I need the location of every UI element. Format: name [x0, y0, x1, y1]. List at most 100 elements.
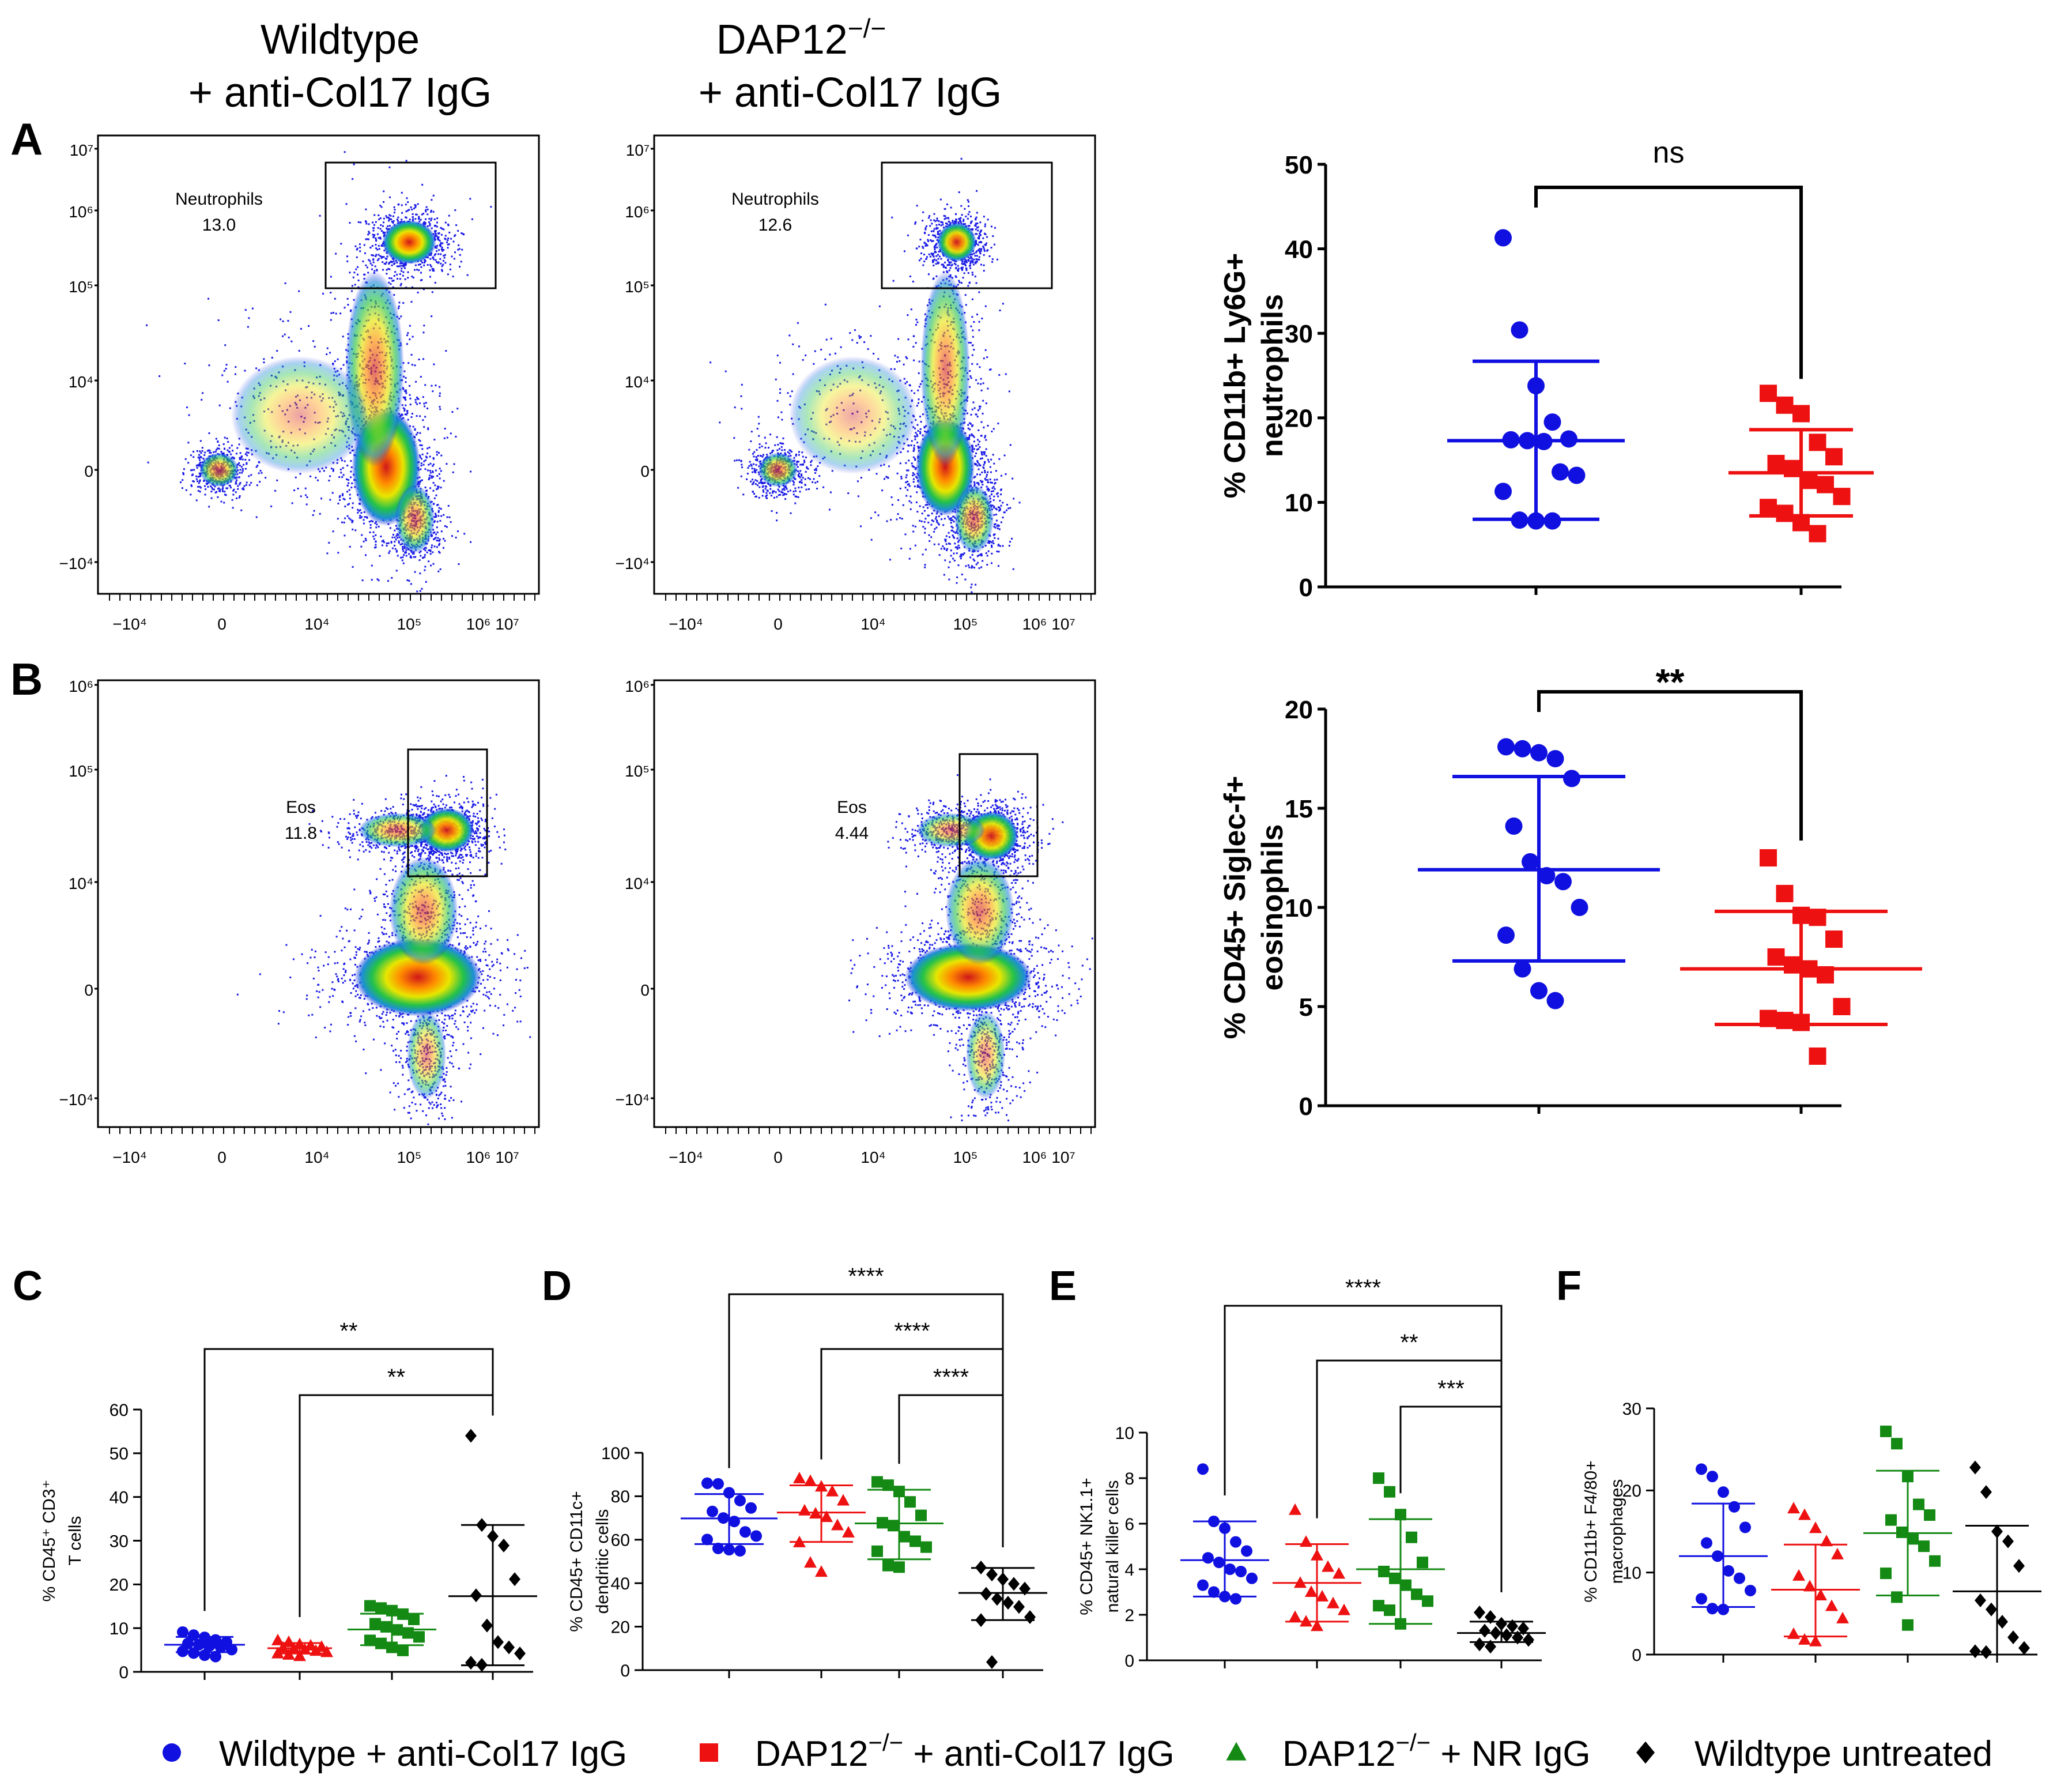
flow-event [199, 475, 202, 477]
flow-event [342, 336, 344, 338]
flow-event [241, 470, 244, 472]
flow-event [969, 257, 971, 259]
flow-event [978, 235, 980, 238]
panel-label-E: E [1049, 1263, 1077, 1309]
flow-event [405, 216, 407, 218]
flow-event [424, 549, 427, 552]
flow-event [441, 265, 443, 267]
flow-event [388, 262, 391, 264]
flow-event [199, 479, 201, 481]
flow-event [388, 218, 391, 220]
flow-event [971, 259, 973, 262]
flow-event [418, 269, 420, 272]
flow-event [406, 410, 409, 412]
flow-event [908, 485, 911, 487]
flow-event [375, 247, 378, 250]
flow-event [403, 370, 406, 372]
flow-event [969, 262, 972, 265]
flow-event [230, 487, 232, 489]
flow-event [451, 255, 453, 258]
flow-event [412, 213, 414, 215]
flow-event [401, 212, 403, 214]
flow-event [971, 253, 973, 255]
flow-event [406, 412, 409, 415]
flow-event [410, 206, 412, 209]
flow-event [158, 375, 161, 378]
flow-event [952, 536, 954, 538]
flow-event [946, 223, 948, 225]
flow-event [239, 472, 241, 474]
flow-event [412, 216, 414, 218]
flow-event [925, 243, 927, 245]
flow-event [208, 364, 210, 367]
flow-event [933, 543, 935, 545]
flow-event [378, 218, 380, 220]
flow-event [986, 485, 988, 488]
flow-event [438, 544, 440, 547]
flow-event [322, 292, 324, 295]
flow-event [400, 270, 402, 272]
gate-value: 13.0 [202, 216, 236, 235]
flow-event [446, 526, 448, 528]
flow-event [916, 405, 918, 407]
flow-event [419, 440, 421, 442]
flow-event [331, 492, 334, 494]
flow-event [255, 367, 258, 370]
flow-event [961, 269, 964, 271]
flow-density-core [395, 484, 435, 553]
flow-event [392, 215, 395, 217]
flow-event [443, 480, 445, 482]
flow-event [437, 232, 440, 235]
flow-event [351, 290, 353, 292]
flow-event [405, 376, 407, 379]
flow-event [931, 240, 933, 242]
flow-event [245, 484, 247, 486]
flow-event [961, 262, 963, 265]
flow-event [913, 449, 915, 451]
flow-event [432, 482, 435, 484]
flow-event [902, 504, 904, 506]
flow-event [908, 483, 910, 485]
flow-event [386, 273, 388, 275]
flow-event [990, 458, 992, 461]
flow-event [414, 364, 416, 367]
flow-event [403, 263, 405, 265]
flow-event [418, 559, 421, 562]
flow-event [983, 453, 986, 455]
flow-event [415, 434, 417, 436]
flow-event [955, 220, 957, 223]
flow-event [979, 408, 981, 410]
flow-event [433, 258, 435, 261]
header-col2-dap: DAP12 [716, 17, 848, 63]
flow-event [197, 489, 199, 492]
flow-event [346, 484, 349, 487]
flow-event [240, 509, 243, 511]
flow-event [330, 276, 332, 278]
flow-event [419, 456, 421, 458]
flow-event [428, 478, 430, 481]
flow-event [370, 520, 372, 522]
flow-event [243, 488, 245, 491]
flow-event [433, 439, 436, 441]
flow-event [978, 258, 980, 261]
flow-event [341, 521, 343, 523]
flow-event [411, 413, 413, 415]
flow-event [425, 206, 428, 208]
flow-event [386, 258, 388, 260]
flow-event [375, 534, 377, 536]
flow-event [392, 222, 394, 224]
flow-event [195, 478, 198, 480]
flow-event [948, 536, 950, 538]
flow-event [430, 209, 432, 212]
flow-event [386, 545, 388, 547]
flow-event [394, 536, 396, 538]
flow-event [403, 408, 406, 410]
flow-event [423, 426, 425, 428]
flow-event [977, 229, 979, 232]
flow-event [421, 479, 423, 481]
flow-event [231, 444, 233, 447]
flow-event [976, 261, 978, 263]
flow-event [444, 235, 447, 237]
flow-event [340, 243, 342, 245]
flow-event [405, 390, 407, 393]
